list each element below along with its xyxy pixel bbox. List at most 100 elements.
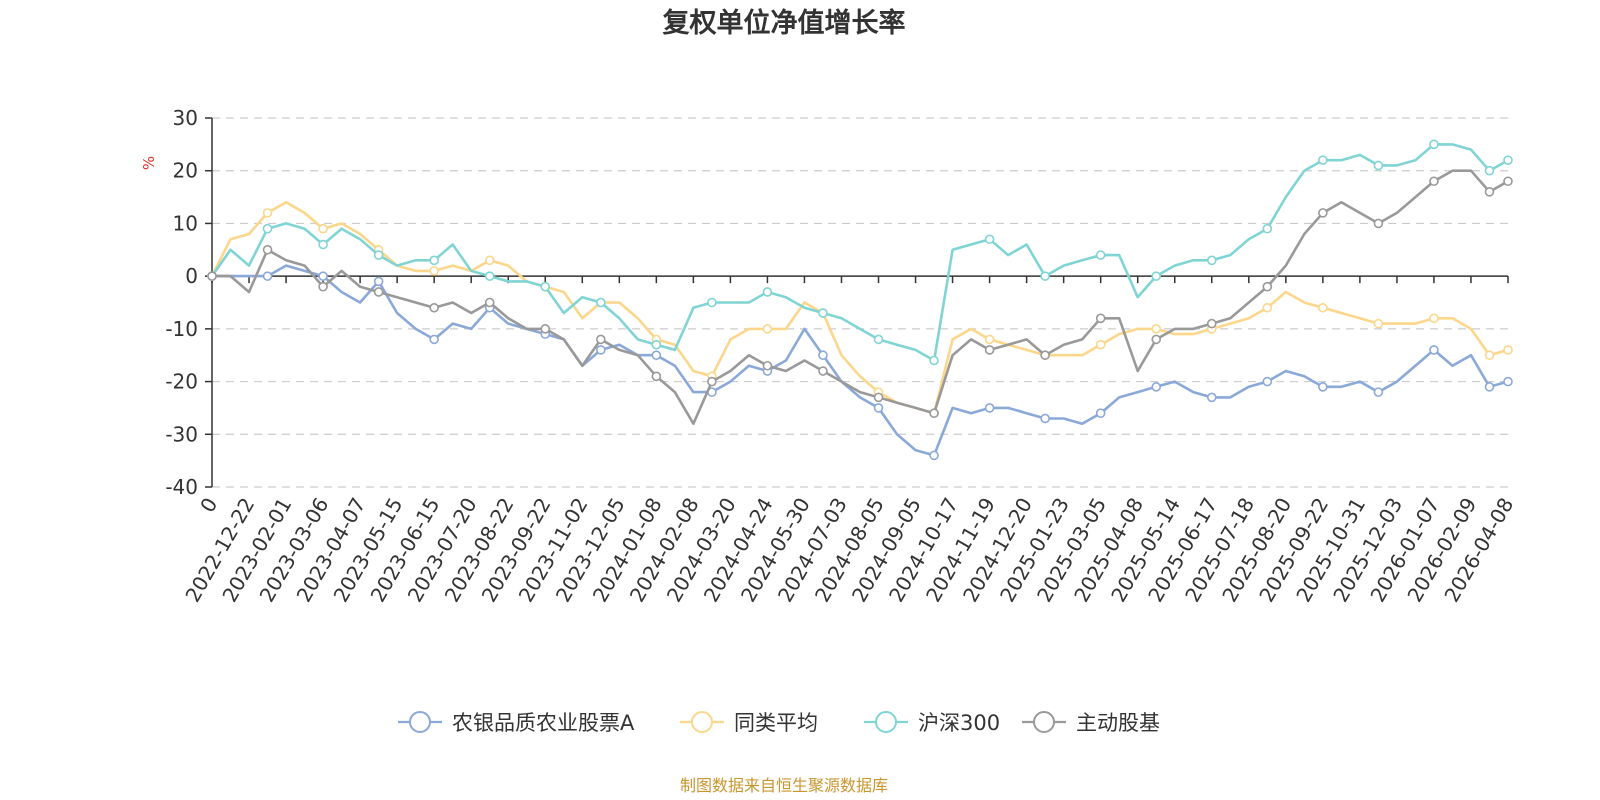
- data-point: [1484, 350, 1495, 361]
- data-point: [262, 208, 273, 218]
- series-0: [207, 264, 1513, 461]
- legend-item[interactable]: 沪深300: [864, 711, 1000, 735]
- data-point: [373, 287, 384, 297]
- data-point: [1503, 176, 1513, 187]
- data-point: [1484, 187, 1495, 197]
- y-axis-ticks: 30 20 10 0 -10 -20 -30 -40: [165, 106, 212, 499]
- data-point: [373, 276, 384, 287]
- data-point: [318, 223, 328, 234]
- data-point: [262, 271, 273, 281]
- data-point: [651, 339, 662, 350]
- data-point: [373, 250, 384, 260]
- y-tick-label: -30: [165, 422, 198, 446]
- data-point: [762, 324, 773, 334]
- data-point: [262, 244, 273, 255]
- data-point: [318, 281, 328, 292]
- data-point: [818, 366, 828, 376]
- legend-marker-icon: [409, 711, 431, 733]
- data-point: [1429, 345, 1439, 355]
- data-point: [873, 392, 884, 403]
- data-point: [929, 355, 939, 366]
- y-tick-label: 0: [185, 264, 198, 288]
- series-line: [210, 143, 1510, 362]
- data-point: [1318, 382, 1328, 392]
- data-point: [1206, 255, 1217, 266]
- series-lines: [207, 139, 1513, 461]
- data-point: [1429, 139, 1439, 150]
- data-point: [984, 334, 995, 345]
- legend[interactable]: 农银品质农业股票A 同类平均 沪深300 主动股基: [398, 711, 1160, 735]
- data-point: [1318, 302, 1328, 313]
- data-point: [540, 281, 551, 292]
- data-point: [651, 350, 662, 361]
- chart-title: 复权单位净值增长率: [663, 7, 906, 39]
- gridlines: [212, 117, 1508, 488]
- x-axis-ticks: 02022-12-222023-02-012023-03-062023-04-0…: [180, 276, 1518, 606]
- data-point: [929, 408, 939, 419]
- legend-label: 沪深300: [918, 711, 1000, 735]
- data-point: [1151, 271, 1162, 281]
- data-point: [984, 234, 995, 245]
- legend-marker-icon: [875, 711, 897, 733]
- data-point: [1262, 281, 1273, 292]
- data-point: [484, 297, 495, 308]
- y-tick-label: -20: [165, 370, 198, 394]
- legend-item[interactable]: 同类平均: [680, 711, 818, 735]
- data-point: [207, 271, 217, 281]
- data-point: [1503, 345, 1513, 355]
- data-point: [1206, 318, 1217, 329]
- y-tick-label: -40: [165, 475, 198, 499]
- data-point: [1429, 313, 1439, 324]
- series-2: [207, 139, 1513, 366]
- y-tick-label: 30: [173, 106, 198, 130]
- data-point: [429, 255, 439, 266]
- data-point: [484, 271, 495, 281]
- data-point: [984, 345, 995, 355]
- data-point: [707, 376, 717, 387]
- series-line: [210, 169, 1510, 425]
- data-point: [873, 403, 884, 413]
- data-point: [1373, 387, 1384, 397]
- y-tick-label: 20: [173, 159, 198, 183]
- data-point: [1484, 382, 1495, 392]
- data-point: [1151, 382, 1162, 392]
- data-point: [1040, 413, 1050, 424]
- y-tick-label: 10: [173, 211, 198, 235]
- data-point: [707, 297, 717, 308]
- data-point: [1095, 250, 1106, 260]
- series-3: [207, 169, 1513, 425]
- data-point: [595, 334, 606, 345]
- data-point: [1262, 302, 1273, 313]
- data-point: [1484, 165, 1495, 176]
- data-point: [429, 302, 439, 313]
- data-point: [484, 255, 495, 266]
- data-point: [262, 223, 273, 234]
- data-point: [1151, 334, 1162, 345]
- data-point: [1206, 392, 1217, 403]
- data-point: [873, 334, 884, 345]
- data-point: [429, 266, 439, 276]
- data-point: [1373, 218, 1384, 229]
- data-point: [1262, 223, 1273, 234]
- data-point: [595, 297, 606, 308]
- legend-label: 农银品质农业股票A: [452, 711, 635, 735]
- data-point: [1095, 313, 1106, 324]
- data-point: [1040, 271, 1050, 281]
- data-point: [818, 308, 828, 318]
- data-point: [1373, 318, 1384, 329]
- axes: [211, 118, 1508, 487]
- data-point: [929, 450, 939, 461]
- data-point: [1151, 324, 1162, 334]
- data-point: [1318, 208, 1328, 218]
- data-point: [984, 403, 995, 413]
- legend-item[interactable]: 主动股基: [1022, 711, 1160, 735]
- legend-item[interactable]: 农银品质农业股票A: [398, 711, 635, 735]
- data-point: [540, 324, 551, 334]
- data-point: [318, 271, 328, 281]
- legend-label: 同类平均: [734, 711, 818, 735]
- data-point: [1262, 376, 1273, 387]
- data-point: [818, 350, 828, 361]
- data-point: [1040, 350, 1050, 361]
- data-source-note: 制图数据来自恒生聚源数据库: [680, 776, 888, 795]
